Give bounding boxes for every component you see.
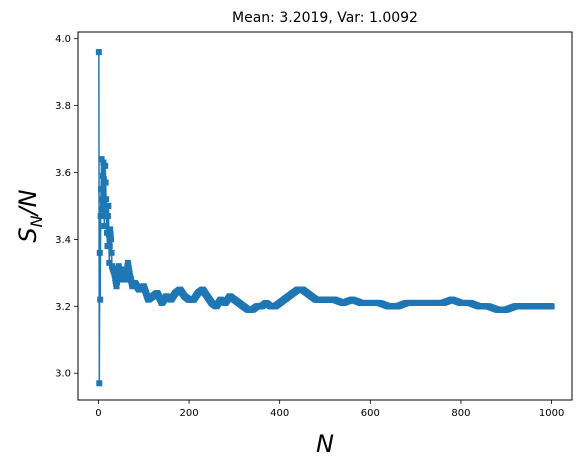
data-point xyxy=(99,172,106,179)
data-point xyxy=(95,49,102,56)
data-point xyxy=(100,176,107,183)
data-point xyxy=(123,273,130,280)
y-tick-label: 3.8 xyxy=(55,101,71,112)
x-tick-label: 1000 xyxy=(539,408,564,419)
y-tick-label: 3.6 xyxy=(55,168,71,179)
x-tick-label: 0 xyxy=(95,408,101,419)
x-tick-label: 600 xyxy=(361,408,380,419)
x-axis-label: N xyxy=(316,430,334,458)
data-point xyxy=(108,249,115,256)
x-tick-label: 400 xyxy=(270,408,289,419)
data-point xyxy=(107,231,114,238)
data-point xyxy=(548,303,555,310)
y-axis-ticks: 3.0 3.2 3.4 3.6 3.8 4.0 xyxy=(55,34,78,380)
data-point xyxy=(122,276,129,283)
data-point xyxy=(99,206,106,213)
y-axis-label: SN/N xyxy=(14,189,46,242)
x-axis-ticks: 0 200 400 600 800 1000 xyxy=(95,400,564,419)
data-point xyxy=(97,296,104,303)
plot-frame xyxy=(77,31,573,401)
y-tick-label: 4.0 xyxy=(55,34,71,45)
x-tick-label: 800 xyxy=(451,408,470,419)
chart-title: Mean: 3.2019, Var: 1.0092 xyxy=(232,10,418,26)
y-tick-label: 3.2 xyxy=(55,302,71,313)
data-point xyxy=(106,243,113,250)
data-point xyxy=(101,209,108,216)
data-point xyxy=(113,283,120,290)
data-point xyxy=(97,213,104,219)
y-tick-label: 3.4 xyxy=(55,235,71,246)
data-point xyxy=(103,196,110,203)
data-point xyxy=(98,156,105,163)
y-tick-label: 3.0 xyxy=(55,369,71,380)
data-point xyxy=(101,223,108,230)
data-point xyxy=(96,249,103,256)
data-point xyxy=(104,213,111,219)
data-point xyxy=(99,196,106,203)
x-tick-label: 200 xyxy=(179,408,198,419)
series-layer xyxy=(95,49,555,387)
data-point xyxy=(106,259,113,266)
data-point xyxy=(114,275,121,282)
data-point xyxy=(102,162,109,169)
data-point xyxy=(113,279,120,286)
data-point xyxy=(100,159,107,166)
data-point xyxy=(102,179,109,186)
data-point xyxy=(96,380,103,387)
plot-area xyxy=(78,32,572,400)
data-point xyxy=(107,226,114,233)
data-point xyxy=(108,236,115,243)
data-point xyxy=(105,202,112,209)
data-point xyxy=(98,186,105,193)
